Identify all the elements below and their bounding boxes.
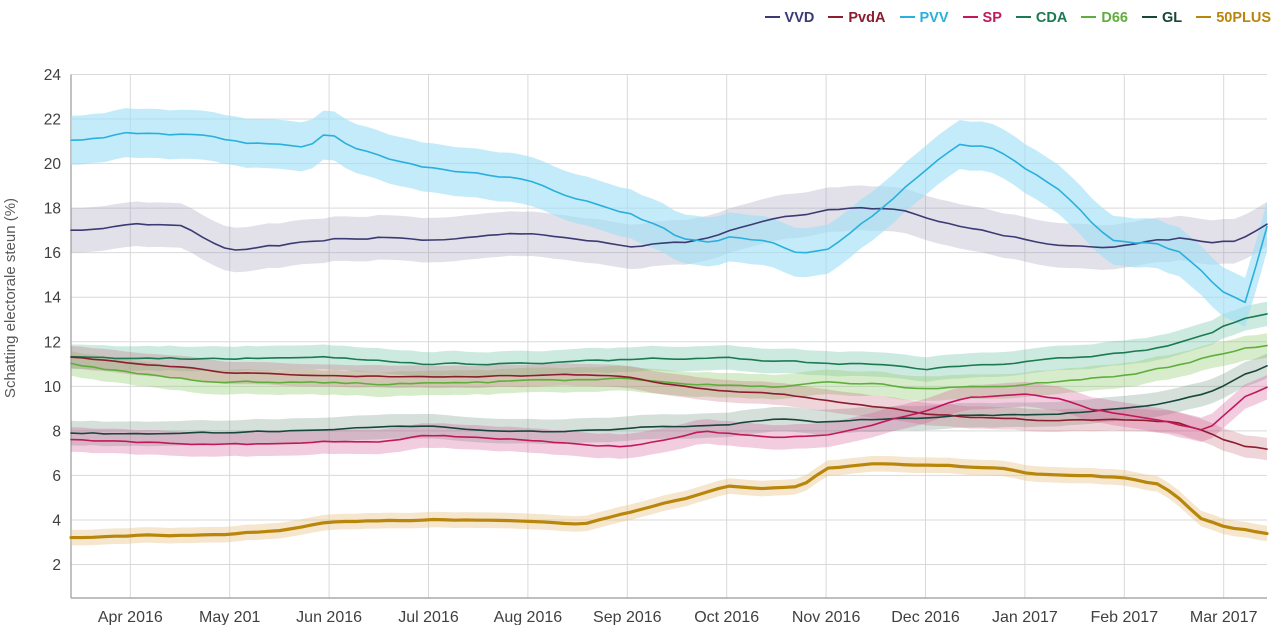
- svg-text:2: 2: [52, 557, 61, 574]
- svg-text:12: 12: [44, 334, 61, 351]
- svg-text:18: 18: [44, 201, 61, 218]
- svg-text:Apr 2016: Apr 2016: [98, 609, 163, 625]
- svg-text:Oct 2016: Oct 2016: [694, 609, 759, 625]
- svg-text:Mar 2017: Mar 2017: [1190, 609, 1258, 625]
- svg-text:8: 8: [52, 423, 61, 440]
- svg-text:Aug 2016: Aug 2016: [494, 609, 563, 625]
- svg-text:Jun 2016: Jun 2016: [296, 609, 362, 625]
- svg-text:10: 10: [44, 379, 62, 396]
- svg-text:Nov 2016: Nov 2016: [792, 609, 861, 625]
- svg-text:14: 14: [44, 290, 62, 307]
- svg-text:Sep 2016: Sep 2016: [593, 609, 662, 625]
- svg-text:20: 20: [44, 156, 62, 173]
- svg-text:Jul 2016: Jul 2016: [398, 609, 459, 625]
- svg-text:16: 16: [44, 245, 61, 262]
- svg-text:6: 6: [52, 468, 61, 485]
- svg-text:22: 22: [44, 112, 61, 129]
- svg-text:Dec 2016: Dec 2016: [891, 609, 960, 625]
- svg-text:24: 24: [44, 67, 62, 84]
- svg-text:4: 4: [52, 512, 61, 529]
- svg-text:Feb 2017: Feb 2017: [1090, 609, 1158, 625]
- svg-text:Jan 2017: Jan 2017: [992, 609, 1058, 625]
- svg-text:May 201: May 201: [199, 609, 260, 625]
